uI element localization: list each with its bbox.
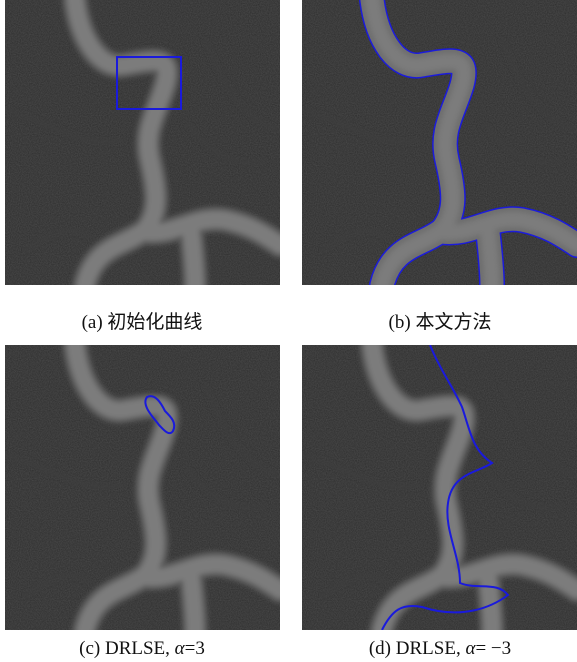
- caption-part: (b): [389, 312, 411, 333]
- panel-d-image: [302, 345, 577, 630]
- caption-a: (a) 初始化曲线: [82, 311, 203, 333]
- caption-b: (b) 本文方法: [389, 311, 492, 333]
- caption-part: DRLSE,: [396, 638, 461, 659]
- caption-part: (d): [369, 638, 391, 659]
- caption-part: DRLSE,: [105, 638, 170, 659]
- caption-part: (c): [79, 638, 100, 659]
- caption-part: 本文方法: [415, 311, 491, 333]
- caption-c: (c) DRLSE, α=3: [79, 638, 205, 659]
- caption-part: = −3: [475, 638, 511, 659]
- caption-part: 初始化曲线: [107, 311, 202, 333]
- figure: (a) 初始化曲线 (b) 本文方法 (c) DRLSE, α=3 (d) DR…: [0, 0, 577, 662]
- panel-c-image: [5, 345, 280, 630]
- caption-part: =3: [185, 638, 205, 659]
- panel-b-image: [302, 0, 577, 285]
- caption-d: (d) DRLSE, α= −3: [369, 638, 511, 659]
- caption-part: (a): [82, 312, 103, 333]
- panel-a-image: [5, 0, 280, 285]
